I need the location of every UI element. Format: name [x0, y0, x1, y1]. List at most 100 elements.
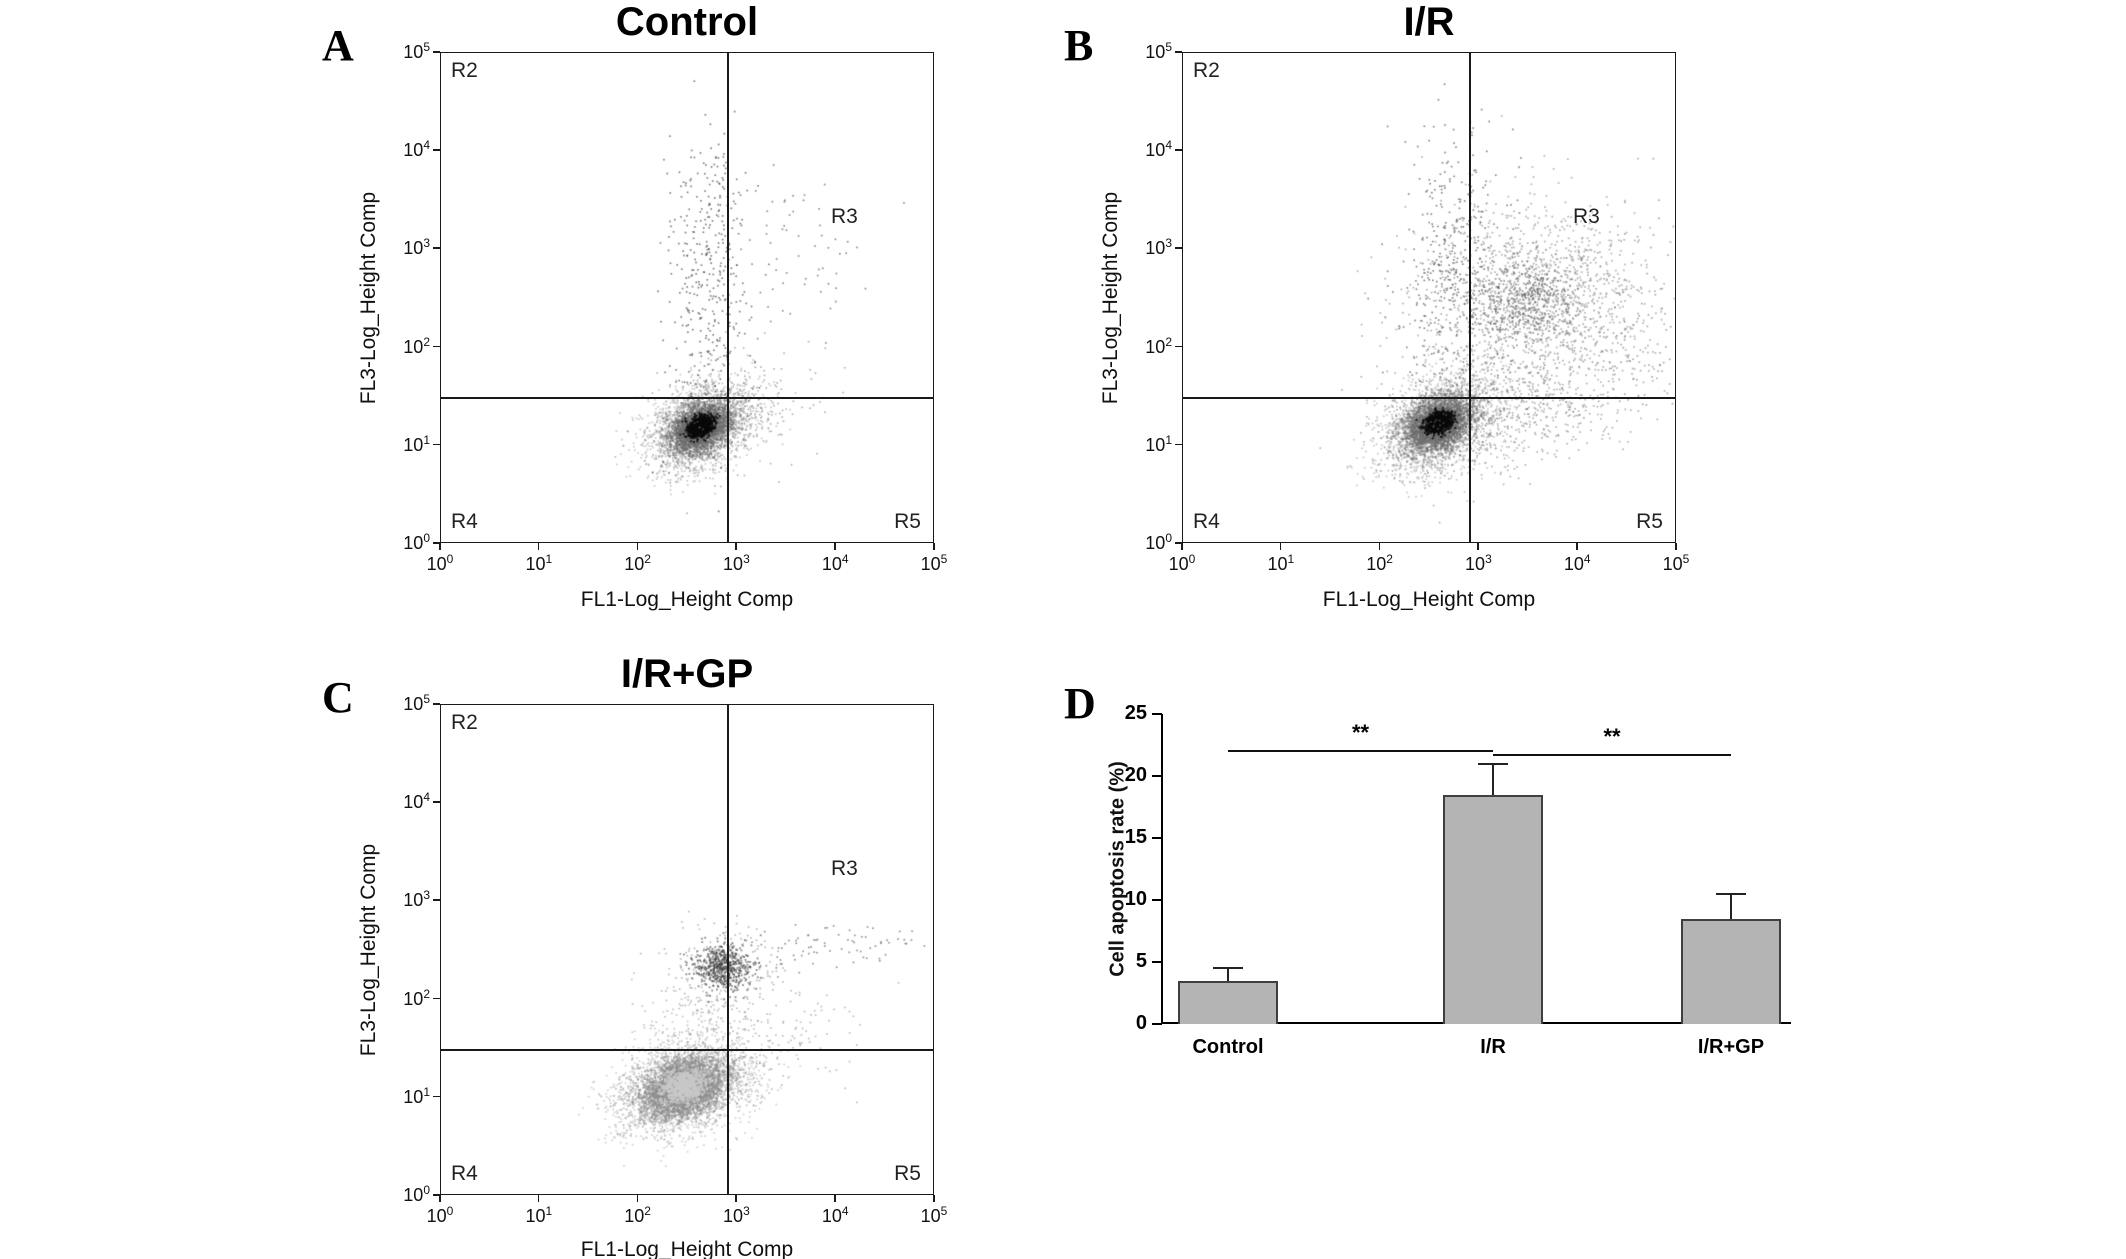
- x-axis-tick: 105: [920, 552, 948, 574]
- scatter-plot-control: R2 R3 R4 R5: [440, 52, 935, 544]
- x-axis-tick: 101: [525, 552, 553, 574]
- tick-mark: [439, 1195, 441, 1202]
- tick-mark: [1477, 543, 1479, 550]
- tick-mark: [1279, 543, 1282, 550]
- tick-mark: [1152, 961, 1162, 963]
- bar-y-tick-label: 20: [1124, 764, 1147, 786]
- quadrant-gate-vertical: [727, 53, 729, 542]
- bar-y-tick-label: 5: [1135, 950, 1147, 972]
- x-axis-label: FL1-Log_Height Comp: [580, 588, 794, 611]
- y-axis-tick: 102: [403, 986, 430, 1009]
- bar-y-tick-label: 10: [1124, 888, 1147, 910]
- x-axis-tick: 101: [1267, 552, 1295, 574]
- panel-title-irgp: I/R+GP: [620, 652, 754, 696]
- x-axis-tick: 103: [723, 552, 750, 574]
- x-axis-tick: 100: [426, 552, 454, 574]
- quadrant-label-r3: R3: [831, 205, 858, 228]
- bar: [1681, 918, 1781, 1024]
- x-axis-tick: 104: [821, 552, 849, 574]
- y-axis-tick: 103: [403, 888, 430, 911]
- tick-mark: [735, 1195, 737, 1202]
- y-axis-tick: 101: [403, 1084, 430, 1107]
- tick-mark: [1175, 149, 1182, 151]
- scatter-plot-ir: R2 R3 R4 R5: [1182, 52, 1677, 544]
- tick-mark: [1175, 542, 1182, 544]
- quadrant-label-r3: R3: [1573, 205, 1600, 228]
- tick-mark: [933, 1195, 935, 1202]
- quadrant-label-r5: R5: [894, 510, 921, 533]
- quadrant-label-r4: R4: [451, 1162, 478, 1185]
- quadrant-label-r4: R4: [451, 510, 478, 533]
- quadrant-label-r2: R2: [1193, 59, 1220, 82]
- x-axis-tick: 102: [624, 1204, 651, 1226]
- bar-y-tick-label: 15: [1124, 826, 1147, 848]
- tick-mark: [433, 345, 440, 348]
- y-axis-tick: 100: [403, 531, 430, 553]
- bar-y-axis-label: Cell apoptosis rate (%): [1106, 761, 1129, 977]
- scatter-points-canvas: [441, 705, 935, 1196]
- y-axis-label: FL3-Log_Height Comp: [1099, 191, 1122, 405]
- quadrant-gate-horizontal: [441, 397, 933, 399]
- bar: [1443, 794, 1543, 1024]
- tick-mark: [1152, 899, 1162, 901]
- tick-mark: [1175, 345, 1182, 348]
- quadrant-gate-horizontal: [1183, 397, 1675, 399]
- y-axis-tick: 104: [403, 790, 430, 813]
- x-axis-tick: 101: [525, 1204, 553, 1226]
- panel-letter-c: C: [322, 673, 354, 722]
- quadrant-label-r4: R4: [1193, 510, 1220, 533]
- quadrant-label-r2: R2: [451, 59, 478, 82]
- x-axis-tick: 104: [821, 1204, 849, 1226]
- x-axis-tick: 104: [1563, 552, 1591, 574]
- y-axis-tick: 103: [403, 236, 430, 259]
- panel-title-control: Control: [615, 0, 759, 44]
- tick-mark: [433, 443, 440, 446]
- y-axis-tick: 102: [403, 334, 430, 357]
- tick-mark: [439, 543, 441, 550]
- x-axis-label: FL1-Log_Height Comp: [580, 1238, 794, 1259]
- tick-mark: [433, 149, 440, 151]
- bar-y-tick-label: 25: [1124, 702, 1147, 724]
- y-axis-tick: 104: [1145, 138, 1172, 161]
- panel-letter-d: D: [1064, 679, 1096, 728]
- quadrant-label-r3: R3: [831, 857, 858, 880]
- significance-label: **: [1351, 720, 1370, 745]
- y-axis-tick: 103: [1145, 236, 1172, 259]
- tick-mark: [735, 543, 737, 550]
- tick-mark: [433, 1194, 440, 1196]
- y-axis-tick: 105: [403, 40, 430, 62]
- category-label: I/R+GP: [1697, 1036, 1765, 1058]
- error-cap: [1716, 892, 1746, 895]
- scatter-plot-irgp: R2 R3 R4 R5: [440, 704, 935, 1196]
- x-axis-tick: 105: [920, 1204, 948, 1226]
- tick-mark: [537, 543, 540, 550]
- tick-mark: [433, 997, 440, 1000]
- panel-title-ir: I/R: [1403, 0, 1455, 44]
- category-label: I/R: [1480, 1036, 1506, 1058]
- tick-mark: [433, 542, 440, 544]
- tick-mark: [636, 543, 639, 550]
- tick-mark: [834, 543, 836, 550]
- y-axis-tick: 100: [403, 1183, 430, 1205]
- error-cap: [1213, 967, 1243, 970]
- tick-mark: [636, 1195, 639, 1202]
- y-axis-label: FL3-Log_Height Comp: [357, 191, 380, 405]
- tick-mark: [537, 1195, 540, 1202]
- tick-mark: [433, 899, 440, 901]
- significance-line: [1228, 750, 1493, 752]
- y-axis-tick: 101: [403, 432, 430, 455]
- x-axis-tick: 100: [1168, 552, 1196, 574]
- panel-letter-a: A: [322, 21, 354, 70]
- quadrant-label-r5: R5: [1636, 510, 1663, 533]
- tick-mark: [433, 703, 440, 705]
- tick-mark: [1378, 543, 1381, 550]
- quadrant-label-r2: R2: [451, 711, 478, 734]
- quadrant-gate-vertical: [727, 705, 729, 1194]
- error-whisker: [1227, 968, 1229, 981]
- tick-mark: [1675, 543, 1677, 550]
- tick-mark: [1152, 1023, 1162, 1025]
- tick-mark: [1175, 51, 1182, 53]
- panel-letter-b: B: [1064, 21, 1094, 70]
- tick-mark: [433, 247, 440, 249]
- y-axis-tick: 105: [403, 692, 430, 714]
